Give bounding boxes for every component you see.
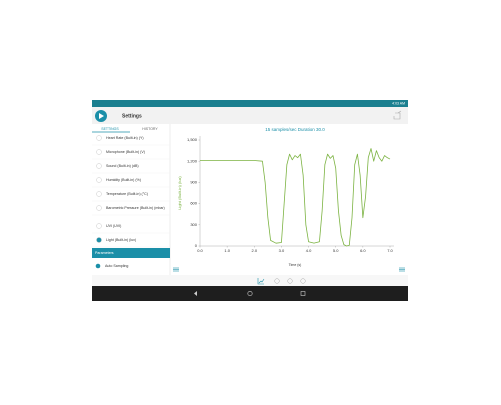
x-tick-label: 6.0 bbox=[360, 248, 366, 253]
x-tick-label: 4.0 bbox=[306, 248, 312, 253]
checkbox[interactable] bbox=[96, 135, 102, 141]
x-tick-label: 3.0 bbox=[279, 248, 285, 253]
checkbox[interactable] bbox=[96, 237, 102, 243]
y-tick-label: 0 bbox=[195, 243, 198, 248]
status-time: 4:03 AM bbox=[392, 101, 405, 105]
tool[interactable] bbox=[274, 278, 280, 284]
checkbox[interactable] bbox=[96, 205, 102, 211]
x-tick-label: 1.0 bbox=[224, 248, 230, 253]
sensor-name: Light (Built-in) (lux) bbox=[106, 238, 136, 242]
y-tick-label: 900 bbox=[190, 179, 197, 184]
parameters-bar bbox=[92, 248, 170, 258]
share-icon[interactable] bbox=[393, 110, 402, 120]
y-tick-label: 1,200 bbox=[187, 158, 198, 163]
status-bar bbox=[92, 100, 408, 107]
sensor-name: Microphone (Built-in) (V) bbox=[106, 150, 145, 154]
graph-tool[interactable] bbox=[257, 278, 265, 285]
sensor-name: Temperature (Built-in) (°C) bbox=[106, 192, 148, 196]
checkbox[interactable] bbox=[96, 191, 102, 197]
sensor-name: Barometric Pressure (Built-in) (mbar) bbox=[106, 206, 165, 210]
toolbar bbox=[92, 275, 408, 286]
play-icon bbox=[99, 113, 104, 119]
nav-recent[interactable] bbox=[300, 291, 306, 296]
nav-home[interactable] bbox=[247, 290, 253, 296]
tab[interactable]: SETTINGS bbox=[101, 127, 119, 131]
tool[interactable] bbox=[287, 278, 293, 284]
nav-bar bbox=[92, 286, 408, 301]
data-line bbox=[200, 148, 391, 247]
tool[interactable] bbox=[300, 278, 306, 284]
checkbox[interactable] bbox=[96, 223, 102, 229]
checkbox[interactable] bbox=[96, 149, 102, 155]
x-tick-label: 7.0 bbox=[387, 248, 393, 253]
header bbox=[92, 107, 408, 124]
sensor-name: UVI (UVI) bbox=[106, 224, 121, 228]
checkbox[interactable] bbox=[96, 163, 102, 169]
device-screen bbox=[92, 100, 408, 301]
x-tick-label: 0.0 bbox=[197, 248, 203, 253]
y-tick-label: 600 bbox=[190, 201, 197, 206]
chart-title: 15 samples/sec Duration 30.0 bbox=[265, 127, 325, 132]
parameters: Parameters bbox=[95, 251, 114, 255]
sensor-name: Heart Rate (Built-in) (Y) bbox=[106, 136, 144, 140]
x-tick-label: 5.0 bbox=[333, 248, 339, 253]
nav-back[interactable] bbox=[194, 291, 197, 296]
y-tick-label: 1,500 bbox=[187, 137, 198, 142]
x-tick-label: 2.0 bbox=[252, 248, 258, 253]
tab[interactable]: HISTORY bbox=[142, 127, 158, 131]
sensor-name: Sound (Built-in) (dB) bbox=[106, 164, 139, 168]
header-title: Settings bbox=[122, 113, 142, 119]
checkbox[interactable] bbox=[96, 177, 102, 183]
y-tick-label: 300 bbox=[190, 222, 197, 227]
y-axis-label: Light (Built-in) (lux) bbox=[177, 176, 182, 210]
sensor-name: Humidity (Built-in) (%) bbox=[106, 178, 141, 182]
radio bbox=[95, 263, 101, 269]
x-axis-label: Time (s) bbox=[289, 263, 302, 267]
chart: 15 samples/sec Duration 30.0 Time (s) Ligh… bbox=[173, 127, 405, 272]
auto-sampling: Auto Sampling bbox=[105, 264, 128, 268]
